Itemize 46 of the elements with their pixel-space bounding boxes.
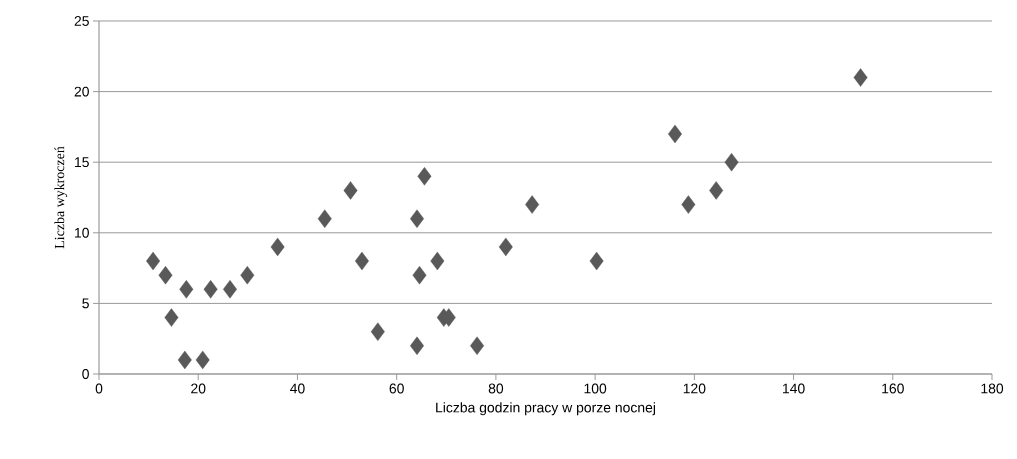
point	[177, 350, 192, 370]
x-axis-title: Liczba godzin pracy w porze nocnej	[436, 402, 655, 416]
point	[589, 251, 604, 271]
point	[709, 181, 724, 200]
point	[498, 237, 513, 257]
x-tick-label: 40	[290, 383, 305, 394]
point	[223, 280, 237, 299]
y-tick-label: 10	[75, 227, 89, 238]
point	[240, 265, 255, 285]
y-axis-title: Liczba wykroczeń	[54, 146, 68, 249]
point	[470, 336, 484, 355]
point	[317, 209, 332, 228]
point	[417, 167, 432, 186]
y-tick-label: 25	[74, 16, 89, 26]
point	[370, 322, 385, 341]
point	[853, 68, 868, 87]
y-tick-label: 20	[74, 86, 89, 97]
x-tick-label: 100	[584, 383, 607, 394]
x-tick-label: 160	[882, 383, 904, 394]
y-tick-label: 0	[82, 369, 89, 379]
x-tick-label: 120	[683, 383, 706, 394]
point	[668, 124, 682, 144]
y-tick-label: 15	[75, 157, 89, 168]
y-tick-label: 5	[82, 298, 89, 309]
point	[164, 308, 179, 327]
x-tick-label: 180	[981, 383, 1004, 394]
point	[410, 336, 424, 355]
point	[179, 280, 194, 299]
point	[410, 209, 424, 228]
x-tick-label: 80	[488, 383, 504, 394]
point	[681, 195, 696, 214]
x-tick-label: 0	[95, 383, 103, 394]
point	[525, 195, 540, 214]
point	[430, 251, 445, 271]
point	[146, 251, 161, 271]
x-tick-label: 140	[782, 383, 805, 394]
x-tick-label: 60	[389, 383, 404, 394]
point	[195, 350, 210, 370]
point	[203, 280, 218, 299]
x-tick-label: 20	[191, 383, 206, 394]
point	[354, 251, 369, 271]
point	[158, 265, 173, 285]
point	[412, 265, 427, 285]
point	[270, 237, 285, 257]
point	[343, 181, 358, 200]
point	[724, 153, 739, 172]
